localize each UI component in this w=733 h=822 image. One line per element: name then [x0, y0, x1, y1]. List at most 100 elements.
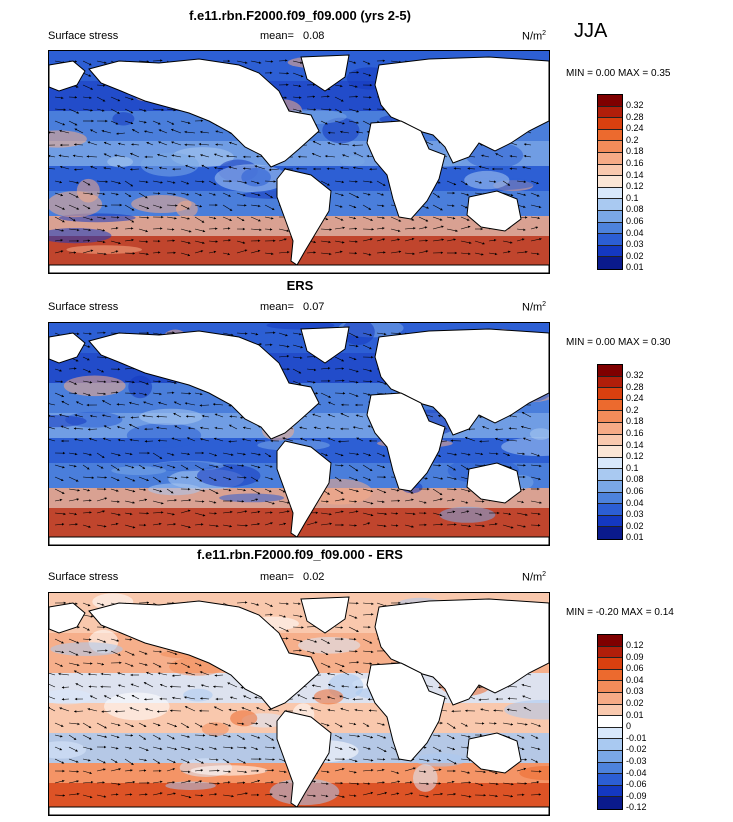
stress-blotch	[139, 408, 203, 426]
colorbar-swatch	[598, 141, 622, 153]
continent-outline	[466, 732, 522, 774]
stress-arrow-head	[76, 498, 79, 501]
stress-arrow-head	[118, 181, 121, 185]
stress-arrow-head	[129, 746, 132, 750]
stress-arrow-head	[521, 736, 525, 739]
stress-arrow-head	[231, 794, 234, 798]
stress-arrow-head	[75, 653, 79, 656]
stress-arrow-head	[287, 367, 290, 371]
stress-arrow-head	[298, 382, 302, 385]
stress-arrow-head	[523, 707, 527, 710]
stress-arrow-head	[312, 651, 315, 655]
stress-arrow-head	[482, 426, 485, 429]
stress-arrow-head	[455, 229, 458, 232]
stress-arrow-head	[329, 108, 332, 111]
stress-arrow-head	[510, 241, 513, 244]
stress-arrow-head	[466, 467, 469, 470]
stress-arrow-head	[327, 758, 331, 762]
stress-arrow-head	[173, 760, 176, 764]
stress-arrow-head	[370, 759, 374, 762]
stress-arrow-head	[245, 524, 248, 527]
stress-arrow-head	[384, 382, 387, 385]
stress-arrow-head	[329, 252, 332, 256]
stress-arrow-head	[159, 392, 162, 396]
stress-arrow-head	[325, 652, 329, 655]
stress-arrow-head	[90, 662, 93, 665]
stress-arrow-head	[116, 380, 120, 384]
stress-arrow-head	[103, 768, 106, 771]
stress-arrow-head	[452, 747, 455, 751]
stress-arrow-head	[90, 109, 93, 112]
stress-arrow-head	[259, 342, 262, 346]
colorbar-tick-label: 0.04	[626, 674, 644, 685]
stress-blotch	[165, 781, 216, 790]
colorbar-tick-label: 0.01	[626, 262, 644, 273]
stress-arrow-head	[89, 638, 92, 641]
stress-arrow-head	[200, 438, 203, 441]
stress-arrow-head	[117, 99, 121, 102]
stress-arrow-head	[367, 782, 371, 785]
stress-arrow-head	[270, 60, 274, 63]
stress-arrow-head	[258, 219, 261, 222]
stress-arrow-head	[257, 491, 261, 495]
stress-arrow-head	[313, 381, 316, 384]
stress-arrow-head	[468, 735, 471, 738]
panel2-mean: mean= 0.07	[260, 301, 324, 313]
stress-arrow-head	[146, 512, 149, 515]
stress-arrow-head	[174, 747, 177, 751]
stress-arrow-head	[146, 216, 150, 219]
stress-arrow-head	[353, 61, 356, 64]
stress-arrow-head	[129, 638, 132, 641]
stress-arrow-head	[269, 489, 272, 493]
stress-arrow-head	[104, 497, 107, 500]
stress-blotch	[66, 245, 142, 254]
stress-arrow-head	[506, 438, 509, 442]
colorbar-swatch	[598, 365, 622, 377]
stress-arrow-head	[327, 183, 330, 186]
stress-arrow-head	[481, 154, 484, 157]
stress-arrow-head	[184, 696, 187, 699]
stress-arrow-head	[156, 415, 159, 418]
stress-arrow-head	[509, 167, 512, 170]
stress-arrow-head	[300, 639, 303, 643]
stress-blotch	[88, 323, 112, 339]
stress-arrow-head	[89, 453, 92, 456]
panel2-mean-label: mean=	[260, 301, 294, 313]
stress-arrow-head	[453, 182, 457, 186]
colorbar-swatch	[598, 750, 622, 763]
stress-arrow-head	[62, 465, 65, 469]
stress-arrow-head	[284, 770, 287, 774]
stress-arrow-head	[104, 61, 107, 64]
stress-arrow-head	[75, 359, 79, 362]
stress-arrow-head	[160, 59, 163, 62]
stress-arrow-head	[102, 229, 105, 232]
colorbar-swatch	[598, 727, 622, 740]
stress-arrow-head	[132, 653, 135, 656]
stress-arrow-head	[103, 761, 106, 764]
stress-arrow-head	[244, 770, 247, 774]
stress-arrow-head	[158, 401, 161, 405]
stress-arrow	[49, 415, 56, 418]
stress-arrow-head	[451, 709, 454, 713]
stress-arrow-head	[299, 109, 302, 113]
stress-arrow-head	[254, 696, 257, 699]
colorbar-swatch	[598, 457, 622, 470]
stress-arrow-head	[59, 413, 62, 417]
stress-arrow-head	[200, 119, 203, 122]
stress-arrow-head	[86, 403, 89, 407]
stress-arrow-head	[286, 602, 289, 606]
stress-arrow-head	[495, 794, 498, 798]
colorbar-swatch	[598, 434, 622, 447]
stress-blotch	[413, 764, 438, 792]
stress-arrow-head	[283, 522, 286, 526]
stress-arrow-head	[286, 629, 289, 632]
stress-arrow-head	[339, 736, 343, 739]
stress-arrow-head	[241, 218, 245, 221]
stress-arrow-head	[411, 498, 414, 501]
stress-arrow-head	[523, 228, 526, 232]
stress-arrow-head	[328, 379, 331, 383]
stress-arrow-head	[271, 781, 274, 784]
stress-arrow-head	[510, 794, 513, 798]
stress-arrow-head	[103, 153, 107, 156]
colorbar-tick-label: -0.12	[626, 802, 647, 813]
